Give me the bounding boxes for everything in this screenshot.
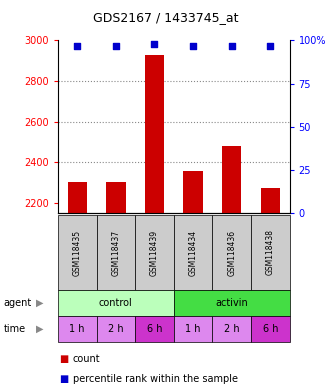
- Point: [190, 43, 196, 49]
- Text: count: count: [73, 354, 100, 364]
- Point: [268, 43, 273, 49]
- Text: 6 h: 6 h: [147, 324, 162, 334]
- Text: 6 h: 6 h: [262, 324, 278, 334]
- Text: time: time: [3, 324, 25, 334]
- Bar: [145, 55, 164, 213]
- Point: [74, 43, 80, 49]
- Text: percentile rank within the sample: percentile rank within the sample: [73, 374, 238, 384]
- Text: 2 h: 2 h: [108, 324, 124, 334]
- Text: GSM118435: GSM118435: [73, 229, 82, 276]
- Text: activin: activin: [215, 298, 248, 308]
- Text: GDS2167 / 1433745_at: GDS2167 / 1433745_at: [93, 11, 238, 24]
- Bar: [222, 146, 241, 213]
- Bar: [68, 182, 87, 213]
- Text: GSM118434: GSM118434: [189, 229, 198, 276]
- Bar: [183, 171, 203, 213]
- Text: GSM118438: GSM118438: [266, 230, 275, 275]
- Text: ▶: ▶: [36, 324, 43, 334]
- Text: GSM118436: GSM118436: [227, 229, 236, 276]
- Point: [113, 43, 118, 49]
- Text: ▶: ▶: [36, 298, 43, 308]
- Text: agent: agent: [3, 298, 31, 308]
- Text: 2 h: 2 h: [224, 324, 240, 334]
- Bar: [260, 188, 280, 213]
- Text: ■: ■: [60, 374, 69, 384]
- Point: [229, 43, 234, 49]
- Text: 1 h: 1 h: [185, 324, 201, 334]
- Bar: [106, 182, 125, 213]
- Text: GSM118437: GSM118437: [111, 229, 120, 276]
- Point: [152, 41, 157, 47]
- Text: 1 h: 1 h: [70, 324, 85, 334]
- Text: ■: ■: [60, 354, 69, 364]
- Text: control: control: [99, 298, 133, 308]
- Text: GSM118439: GSM118439: [150, 229, 159, 276]
